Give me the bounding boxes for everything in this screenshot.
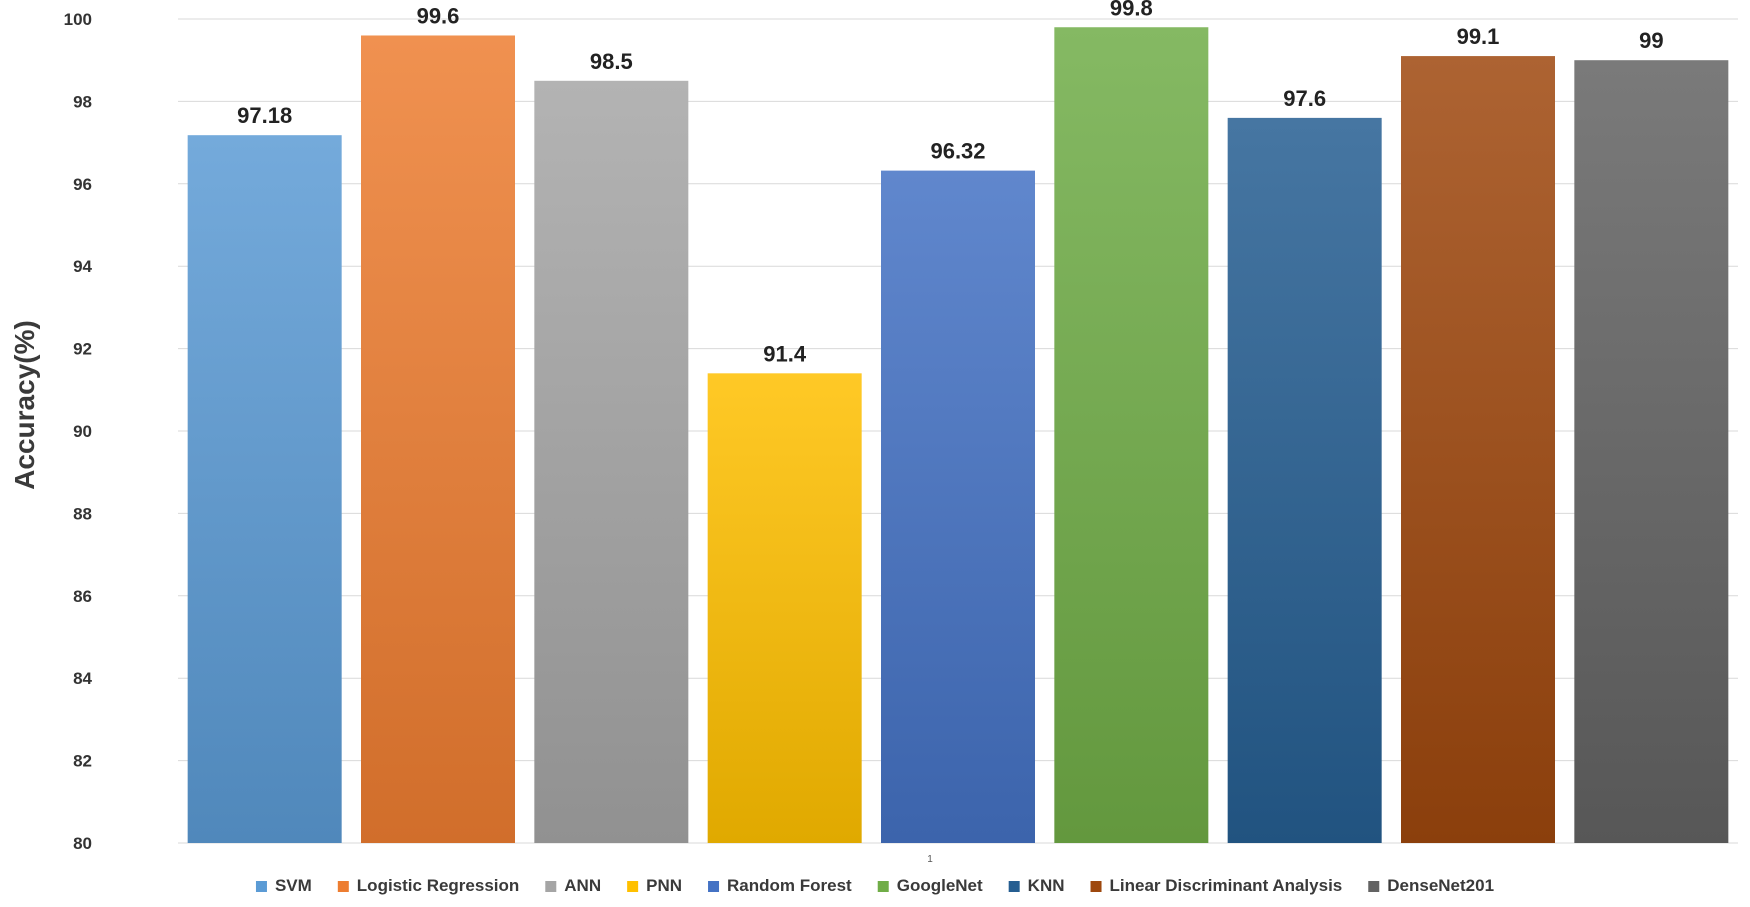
bar-densenet201 bbox=[1574, 60, 1729, 843]
legend-label: ANN bbox=[564, 876, 601, 895]
value-label: 99.6 bbox=[417, 3, 460, 28]
bar-ann bbox=[534, 80, 689, 844]
y-tick-label: 84 bbox=[73, 669, 92, 688]
legend-label: Logistic Regression bbox=[357, 876, 519, 895]
legend-swatch bbox=[1368, 881, 1380, 892]
legend-swatch bbox=[337, 881, 349, 892]
legend-label: SVM bbox=[275, 876, 312, 895]
value-label: 97.18 bbox=[237, 103, 292, 128]
legend-label: GoogleNet bbox=[897, 876, 983, 895]
bar-logistic-regression bbox=[361, 35, 515, 844]
x-category-label: 1 bbox=[927, 854, 933, 865]
legend-swatch bbox=[708, 881, 720, 892]
y-tick-label: 82 bbox=[73, 752, 92, 771]
y-tick-label: 96 bbox=[73, 175, 92, 194]
bar-random-forest bbox=[881, 170, 1035, 844]
y-tick-label: 80 bbox=[73, 834, 92, 853]
y-tick-label: 98 bbox=[73, 92, 92, 111]
bar-pnn bbox=[707, 373, 862, 843]
value-labels: 97.18 99.6 98.5 91.4 96.32 99.8 97.6 99.1 99 bbox=[237, 0, 1663, 366]
value-label: 99 bbox=[1639, 28, 1663, 53]
bar-googlenet bbox=[1054, 27, 1209, 844]
y-tick-label: 92 bbox=[73, 340, 92, 359]
bars bbox=[187, 27, 1729, 844]
legend-swatch bbox=[1008, 881, 1020, 892]
bar-linear-discriminant-analysis bbox=[1401, 56, 1555, 843]
y-tick-label: 90 bbox=[73, 422, 92, 441]
legend-label: Linear Discriminant Analysis bbox=[1110, 876, 1343, 895]
value-label: 96.32 bbox=[930, 139, 985, 164]
y-tick-label: 86 bbox=[73, 587, 92, 606]
value-label: 98.5 bbox=[590, 49, 633, 74]
y-axis-ticks: 80 82 84 86 88 90 92 94 96 98 100 bbox=[64, 10, 93, 853]
legend-label: DenseNet201 bbox=[1387, 876, 1494, 895]
bar-svm bbox=[187, 135, 342, 843]
bar-knn bbox=[1227, 117, 1382, 843]
y-tick-label: 100 bbox=[64, 10, 92, 29]
legend-swatch bbox=[255, 881, 267, 892]
legend-swatch bbox=[627, 881, 639, 892]
y-tick-label: 94 bbox=[73, 257, 92, 276]
value-label: 97.6 bbox=[1283, 86, 1326, 111]
legend-label: KNN bbox=[1028, 876, 1065, 895]
value-label: 91.4 bbox=[763, 341, 807, 366]
legend-swatch bbox=[877, 881, 889, 892]
legend: SVM Logistic Regression ANN PNN Random Fores… bbox=[255, 876, 1494, 895]
value-label: 99.1 bbox=[1457, 24, 1500, 49]
legend-swatch bbox=[1090, 881, 1102, 892]
y-axis-title: Accuracy(%) bbox=[9, 320, 40, 490]
legend-label: PNN bbox=[646, 876, 682, 895]
value-label: 99.8 bbox=[1110, 0, 1153, 20]
legend-label: Random Forest bbox=[727, 876, 852, 895]
legend-swatch bbox=[545, 881, 557, 892]
y-tick-label: 88 bbox=[73, 504, 92, 523]
